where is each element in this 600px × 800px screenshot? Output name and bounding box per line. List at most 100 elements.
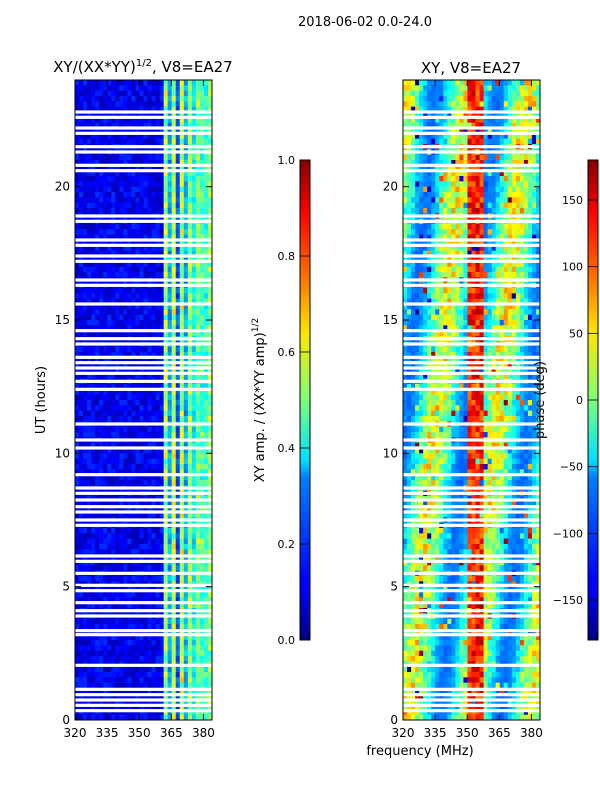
heatmap-cell [532,187,536,193]
heatmap-cell [435,101,439,107]
heatmap-cell [172,293,176,299]
flagged-gap-row [75,438,212,441]
heatmap-cell [107,181,111,187]
heatmap-cell [87,619,91,625]
heatmap-cell [172,672,176,678]
heatmap-cell [184,181,188,187]
heatmap-cell [131,565,135,571]
y-tick-label: 20 [55,180,70,194]
heatmap-cell [91,549,95,555]
heatmap-cell [172,624,176,630]
heatmap-cell [83,176,87,182]
heatmap-cell [439,181,443,187]
heatmap-cell [196,592,200,598]
heatmap-cell [168,155,172,161]
heatmap-cell [459,155,463,161]
heatmap-cell [188,139,192,145]
heatmap-cell [152,320,156,326]
heatmap-cell [144,576,148,582]
heatmap-cell [188,672,192,678]
heatmap-cell [176,101,180,107]
heatmap-cell [107,395,111,401]
heatmap-cell [463,181,467,187]
heatmap-cell [156,651,160,657]
heatmap-cell [79,208,83,214]
heatmap-cell [184,683,188,689]
heatmap-cell [75,640,79,646]
heatmap-cell [411,91,415,97]
heatmap-cell [415,101,419,107]
heatmap-cell [139,400,143,406]
heatmap-cell [95,619,99,625]
heatmap-cell [180,155,184,161]
heatmap-cell [180,480,184,486]
heatmap-cell [144,288,148,294]
heatmap-cell [87,672,91,678]
heatmap-cell [103,395,107,401]
heatmap-cell [83,427,87,433]
heatmap-cell [192,181,196,187]
heatmap-cell [156,539,160,545]
heatmap-cell [431,85,435,91]
heatmap-cell [152,197,156,203]
heatmap-cell [119,549,123,555]
heatmap-cell [79,203,83,209]
heatmap-cell [516,197,520,203]
heatmap-cell [467,85,471,91]
heatmap-cell [447,192,451,198]
heatmap-cell [184,229,188,235]
heatmap-cell [127,411,131,417]
heatmap-cell [103,645,107,651]
heatmap-cell [180,187,184,193]
heatmap-cell [411,85,415,91]
heatmap-cell [192,272,196,278]
heatmap-cell [91,315,95,321]
heatmap-cell [75,176,79,182]
heatmap-cell [172,187,176,193]
heatmap-cell [99,208,103,214]
heatmap-cell [152,677,156,683]
heatmap-cell [160,85,164,91]
heatmap-cell [516,91,520,97]
heatmap-cell [168,85,172,91]
heatmap-cell [83,416,87,422]
heatmap-cell [139,427,143,433]
heatmap-cell [148,224,152,230]
heatmap-cell [95,576,99,582]
heatmap-cell [160,395,164,401]
heatmap-cell [99,288,103,294]
heatmap-cell [196,203,200,209]
heatmap-cell [107,464,111,470]
heatmap-cell [472,187,476,193]
heatmap-cell [131,656,135,662]
heatmap-cell [131,464,135,470]
heatmap-cell [435,187,439,193]
heatmap-cell [200,592,204,598]
heatmap-cell [75,320,79,326]
heatmap-cell [196,427,200,433]
heatmap-cell [204,411,208,417]
heatmap-cell [107,544,111,550]
heatmap-cell [152,539,156,545]
heatmap-cell [127,309,131,315]
heatmap-cell [196,80,200,86]
heatmap-cell [103,619,107,625]
heatmap-cell [188,80,192,86]
heatmap-cell [115,224,119,230]
heatmap-cell [87,464,91,470]
heatmap-cell [131,293,135,299]
heatmap-cell [439,203,443,209]
heatmap-cell [123,683,127,689]
heatmap-cell [152,315,156,321]
heatmap-cell [135,565,139,571]
heatmap-cell [152,224,156,230]
heatmap-cell [148,640,152,646]
heatmap-cell [135,400,139,406]
heatmap-cell [144,549,148,555]
heatmap-cell [184,411,188,417]
heatmap-cell [200,651,204,657]
heatmap-cell [192,192,196,198]
heatmap-cell [180,96,184,102]
heatmap-cell [407,176,411,182]
colorbar-tick-label: 1.0 [278,154,296,167]
